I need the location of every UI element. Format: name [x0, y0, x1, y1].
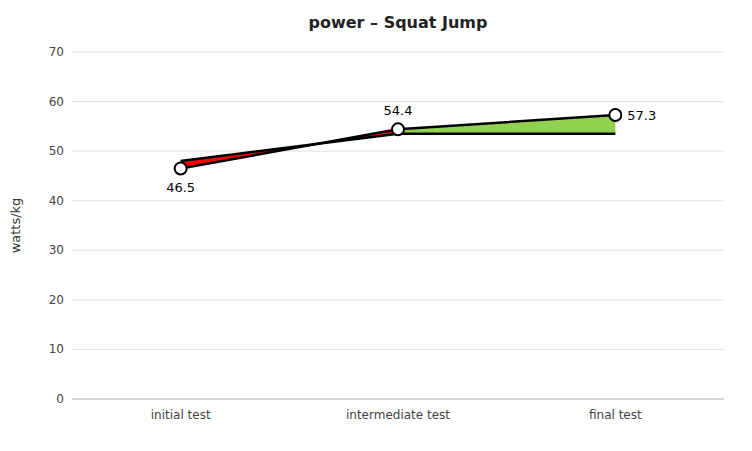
grid-line — [72, 52, 724, 53]
y-tick-label: 70 — [49, 45, 64, 59]
y-tick-label: 30 — [49, 243, 64, 257]
y-axis-label: watts/kg — [8, 198, 23, 254]
y-tick-label: 0 — [56, 392, 64, 406]
y-tick-label: 10 — [49, 342, 64, 356]
marker — [392, 123, 404, 135]
grid-line — [72, 399, 724, 400]
x-axis — [72, 399, 724, 400]
grid-line — [72, 349, 724, 350]
marker — [609, 109, 621, 121]
grid-line — [72, 250, 724, 251]
y-tick-label: 20 — [49, 293, 64, 307]
y-tick-label: 50 — [49, 144, 64, 158]
line — [181, 115, 616, 169]
x-tick-label: intermediate test — [346, 408, 450, 422]
plot-area — [175, 109, 622, 175]
grid-line — [72, 299, 724, 300]
y-tick-label: 40 — [49, 194, 64, 208]
grid-line — [72, 200, 724, 201]
annotation: 54.4 — [384, 103, 413, 118]
annotation: 57.3 — [627, 108, 656, 123]
grid-line — [72, 151, 724, 152]
grid-line — [72, 101, 724, 102]
x-tick-label: initial test — [151, 408, 211, 422]
annotation: 46.5 — [166, 180, 195, 195]
chart: 0 10 20 30 40 50 60 70 initial test intermediate … — [0, 0, 752, 451]
title: power – Squat Jump — [309, 13, 488, 32]
y-tick-label: 60 — [49, 95, 64, 109]
marker — [175, 162, 187, 174]
x-tick-label: final test — [589, 408, 642, 422]
